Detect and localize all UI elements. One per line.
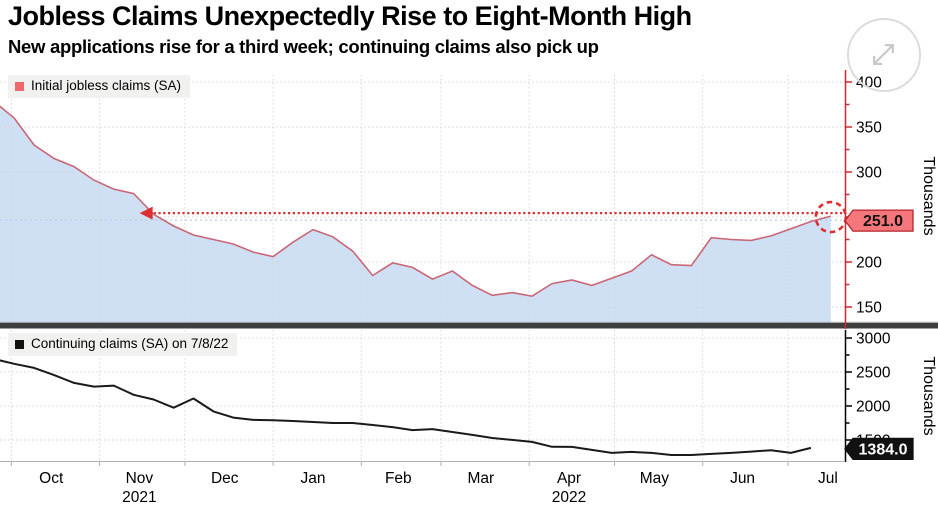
y-tick-label: 200 — [856, 255, 882, 272]
year-label: 2021 — [122, 489, 156, 506]
y-tick-label: 2500 — [856, 365, 891, 382]
month-label: Jan — [300, 470, 325, 487]
expand-arrows-icon — [849, 20, 918, 89]
y-tick-label: 350 — [856, 120, 882, 137]
expand-button[interactable] — [847, 18, 921, 92]
last-value-tag-continuing-label: 1384.0 — [859, 441, 908, 458]
year-label: 2022 — [552, 489, 586, 506]
continuing-claims-line — [0, 359, 811, 455]
legend-initial-claims: Initial jobless claims (SA) — [8, 75, 190, 98]
month-label: May — [640, 470, 670, 487]
legend-label-initial: Initial jobless claims (SA) — [31, 78, 181, 94]
month-label: Dec — [211, 470, 239, 487]
legend-marker-initial-icon — [15, 82, 24, 91]
month-label: Nov — [126, 470, 154, 487]
month-label: Mar — [467, 470, 494, 487]
legend-label-continuing: Continuing claims (SA) on 7/8/22 — [31, 336, 228, 352]
month-label: Oct — [39, 470, 64, 487]
y-axis-unit-label: Thousands — [920, 156, 937, 235]
legend-marker-continuing-icon — [15, 340, 24, 349]
panel-divider — [0, 323, 938, 329]
month-label: Apr — [557, 470, 581, 487]
last-value-tag-initial-label: 251.0 — [863, 213, 903, 230]
y-axis-unit-label: Thousands — [920, 356, 937, 435]
month-label: Jun — [730, 470, 755, 487]
y-tick-label: 3000 — [856, 331, 891, 348]
bloomberg-chart: Jobless Claims Unexpectedly Rise to Eigh… — [0, 0, 938, 507]
y-tick-label: 150 — [856, 300, 882, 317]
month-label: Jul — [818, 470, 838, 487]
y-tick-label: 2000 — [856, 399, 891, 416]
legend-continuing-claims: Continuing claims (SA) on 7/8/22 — [8, 333, 237, 356]
month-label: Feb — [385, 470, 412, 487]
y-tick-label: 300 — [856, 165, 882, 182]
